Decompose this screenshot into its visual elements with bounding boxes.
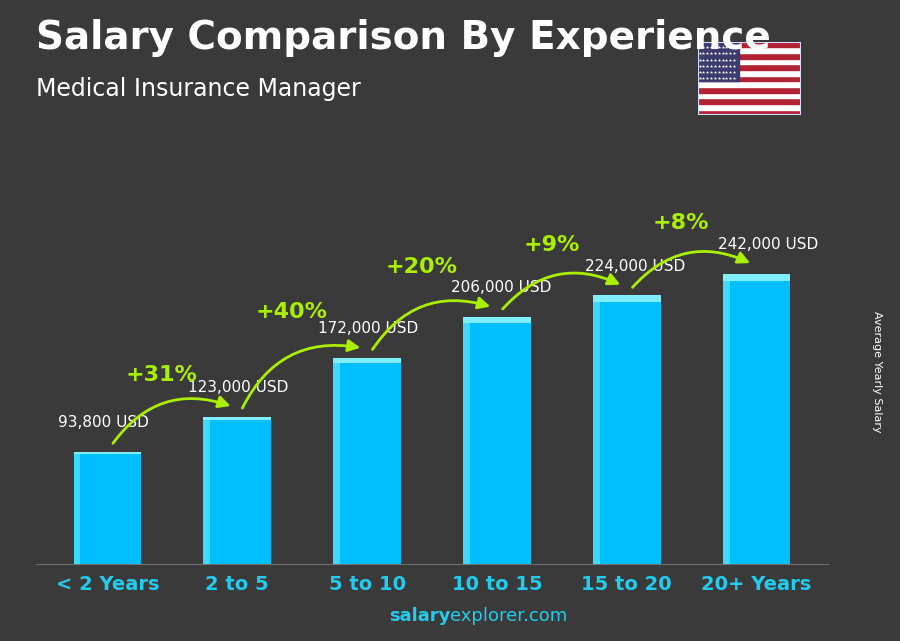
- Bar: [464, 317, 531, 564]
- Text: +9%: +9%: [523, 235, 580, 255]
- Bar: [333, 358, 400, 363]
- Bar: [593, 296, 599, 564]
- Bar: [698, 104, 801, 110]
- Bar: [698, 47, 801, 53]
- Bar: [203, 417, 211, 564]
- Bar: [698, 87, 801, 93]
- Bar: [593, 296, 661, 302]
- Text: Average Yearly Salary: Average Yearly Salary: [872, 311, 883, 433]
- Bar: [698, 76, 801, 81]
- Bar: [74, 452, 80, 564]
- Bar: [698, 110, 801, 115]
- Bar: [698, 81, 801, 87]
- Text: +8%: +8%: [653, 213, 709, 233]
- Bar: [333, 358, 400, 564]
- Text: 242,000 USD: 242,000 USD: [717, 237, 818, 253]
- Text: +20%: +20%: [385, 256, 457, 277]
- Text: salary: salary: [389, 607, 450, 625]
- Text: 224,000 USD: 224,000 USD: [585, 259, 686, 274]
- Bar: [723, 274, 730, 564]
- Bar: [698, 93, 801, 98]
- Bar: [698, 59, 801, 64]
- Bar: [723, 274, 790, 281]
- Bar: [698, 64, 801, 70]
- Bar: [698, 70, 801, 76]
- Text: +31%: +31%: [126, 365, 198, 385]
- Text: Medical Insurance Manager: Medical Insurance Manager: [36, 77, 361, 101]
- Bar: [698, 53, 801, 59]
- Bar: [74, 452, 141, 564]
- Bar: [723, 274, 790, 564]
- Bar: [698, 98, 801, 104]
- Bar: [74, 452, 141, 454]
- Text: 172,000 USD: 172,000 USD: [318, 321, 418, 337]
- Text: 93,800 USD: 93,800 USD: [58, 415, 148, 430]
- Bar: [464, 317, 470, 564]
- Bar: [698, 42, 801, 47]
- Text: Salary Comparison By Experience: Salary Comparison By Experience: [36, 19, 770, 57]
- Bar: [203, 417, 271, 564]
- Bar: [698, 42, 739, 81]
- Bar: [203, 417, 271, 420]
- Bar: [593, 296, 661, 564]
- Text: 206,000 USD: 206,000 USD: [452, 281, 552, 296]
- Bar: [464, 317, 531, 323]
- Text: explorer.com: explorer.com: [450, 607, 567, 625]
- Text: +40%: +40%: [256, 302, 328, 322]
- Bar: [333, 358, 340, 564]
- Text: 123,000 USD: 123,000 USD: [188, 380, 288, 395]
